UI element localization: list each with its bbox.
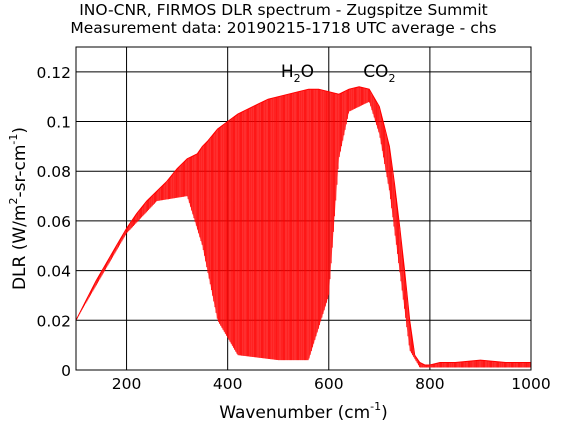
molecule-annotation: H2O (281, 62, 314, 85)
axis-ticks: 200 400 600 800 1000 0 0.02 0.04 0.06 0.08 0.1 0.12 (36, 64, 550, 393)
annotation-sub: 2 (388, 72, 395, 85)
chart-title: INO-CNR, FIRMOS DLR spectrum - Zugspitze… (79, 1, 488, 19)
annotation-rest: O (301, 62, 314, 82)
annotations: H2O CO2 (281, 62, 396, 85)
chart-subtitle: Measurement data: 20190215-1718 UTC aver… (70, 19, 497, 37)
y-tick-label: 0.06 (36, 213, 71, 231)
molecule-annotation: CO2 (363, 62, 395, 85)
y-axis-title-sup1: 2 (7, 198, 20, 205)
y-tick-label: 0.12 (36, 64, 71, 82)
y-tick-label: 0.08 (36, 163, 71, 181)
x-tick-label: 800 (415, 375, 445, 393)
y-tick-label: 0.1 (46, 114, 71, 132)
x-axis-title-end: ) (381, 403, 388, 423)
y-axis-title-end: ) (10, 127, 30, 134)
y-axis-title-part2: -sr-cm (10, 145, 30, 198)
x-axis-title: Wavenumber (cm-1) (219, 400, 388, 423)
annotation-sub: 2 (294, 72, 301, 85)
x-tick-label: 1000 (511, 375, 550, 393)
annotation-base: H (281, 62, 294, 82)
annotation-base: CO (363, 62, 388, 82)
y-tick-label: 0.02 (36, 312, 71, 330)
x-axis-title-sup: -1 (370, 400, 381, 413)
spectrum-lines (76, 86, 531, 368)
chart-title-block: INO-CNR, FIRMOS DLR spectrum - Zugspitze… (0, 1, 567, 37)
x-tick-label: 600 (314, 375, 344, 393)
y-axis-title-part1: DLR (W/m (10, 205, 30, 291)
x-axis-title-main: Wavenumber (cm (219, 403, 370, 423)
x-tick-label: 400 (213, 375, 243, 393)
y-tick-label: 0 (61, 362, 71, 380)
plot-frame (75, 46, 532, 371)
y-axis-title-sup2: -1 (7, 134, 20, 145)
y-axis-title: DLR (W/m2-sr-cm-1) (7, 127, 30, 290)
y-tick-label: 0.04 (36, 263, 71, 281)
x-tick-label: 200 (112, 375, 142, 393)
data-layer (75, 86, 531, 368)
